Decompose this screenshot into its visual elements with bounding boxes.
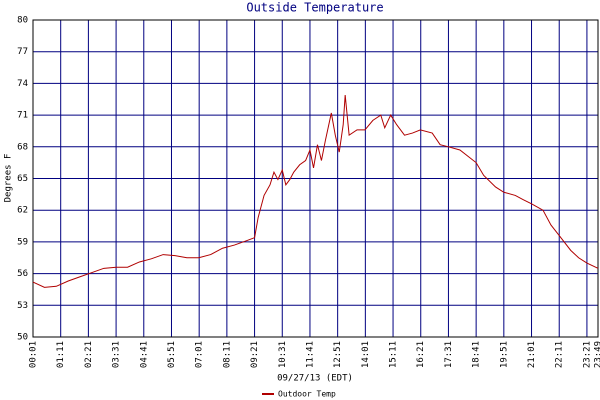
x-tick-label: 05:51 [167,341,177,368]
data-line [32,94,599,288]
y-tick-label: 65 [17,174,28,184]
x-tick-label: 23:49 [594,341,600,368]
x-tick-label: 00:01 [29,341,39,368]
x-tick-label: 17:31 [444,341,454,368]
x-axis-label: 09/27/13 (EDT) [277,374,353,384]
y-axis-label: Degrees F [4,154,14,203]
chart-title: Outside Temperature [246,1,383,15]
y-tick-label: 68 [17,142,28,152]
y-tick-label: 53 [17,301,28,311]
y-tick-label: 77 [17,47,28,57]
y-tick-label: 50 [17,333,28,343]
x-tick-label: 09:21 [250,341,260,368]
y-tick-label: 56 [17,269,28,279]
x-tick-label: 22:11 [555,341,565,368]
x-tick-label: 03:31 [112,341,122,368]
x-tick-label: 08:11 [222,341,232,368]
x-tick-label: 19:51 [499,341,509,368]
x-tick-label: 14:01 [361,341,371,368]
legend-label: Outdoor Temp [278,390,336,399]
y-tick-label: 62 [17,206,28,216]
x-tick-label: 21:01 [527,341,537,368]
x-tick-label: 11:41 [305,341,315,368]
y-tick-label: 59 [17,237,28,247]
plot-border [32,19,599,338]
x-tick-label: 12:51 [333,341,343,368]
y-tick-label: 71 [17,111,28,121]
x-tick-label: 23:21 [582,341,592,368]
x-tick-label: 15:11 [389,341,399,368]
x-tick-label: 18:41 [472,341,482,368]
x-tick-label: 10:31 [278,341,288,368]
x-tick-label: 07:01 [195,341,205,368]
y-tick-label: 74 [17,79,28,89]
x-tick-label: 01:11 [56,341,66,368]
y-tick-label: 80 [17,16,28,26]
x-tick-label: 04:41 [139,341,149,368]
x-tick-label: 02:21 [84,341,94,368]
x-tick-label: 16:21 [416,341,426,368]
